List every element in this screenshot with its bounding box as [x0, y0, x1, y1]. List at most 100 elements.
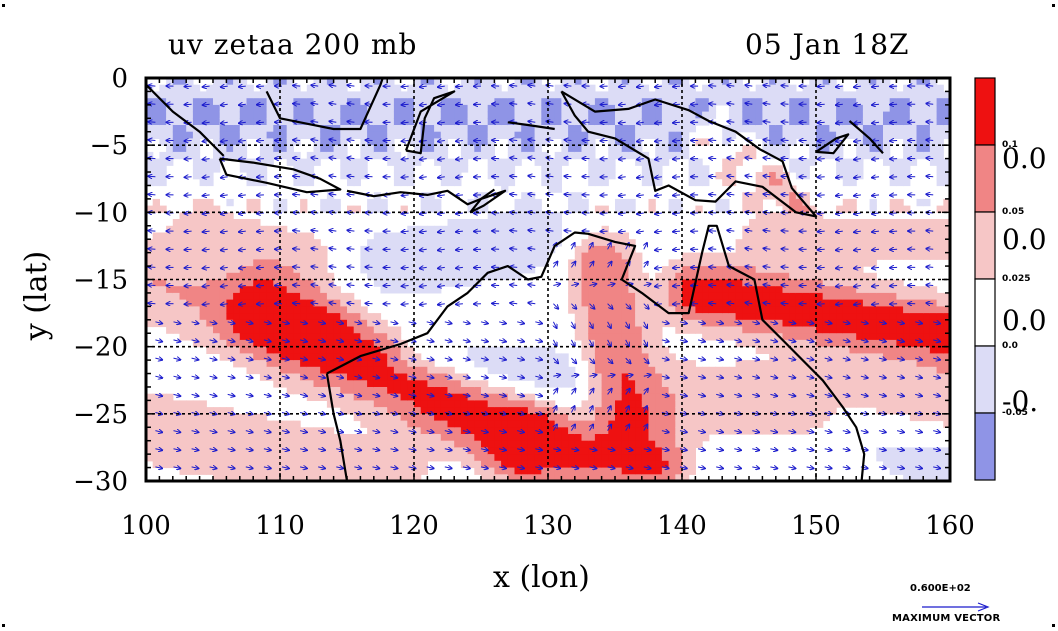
field-cell — [407, 259, 415, 267]
field-cell — [266, 138, 274, 146]
field-cell — [628, 454, 636, 462]
field-cell — [568, 78, 576, 86]
field-cell — [507, 131, 516, 139]
field-cell — [728, 104, 737, 113]
field-cell — [474, 393, 482, 401]
field-cell — [789, 252, 797, 260]
field-cell — [192, 84, 201, 92]
field-cell — [487, 360, 495, 368]
field-cell — [179, 266, 187, 274]
field-cell — [333, 387, 341, 395]
field-cell — [889, 91, 897, 99]
field-cell — [889, 454, 897, 462]
field-cell — [769, 225, 777, 234]
field-cell — [775, 111, 784, 119]
field-cell — [628, 460, 636, 469]
field-cell — [628, 427, 636, 435]
field-cell — [789, 313, 797, 321]
field-cell — [661, 460, 670, 469]
field-cell — [179, 460, 187, 469]
field-cell — [440, 366, 449, 375]
field-cell — [360, 380, 368, 388]
field-cell — [749, 319, 757, 328]
field-cell — [320, 205, 328, 213]
field-cell — [300, 111, 308, 119]
field-cell — [594, 313, 603, 321]
field-cell — [903, 319, 911, 328]
field-cell — [635, 467, 643, 475]
field-cell — [876, 346, 884, 354]
field-cell — [447, 172, 455, 180]
field-cell — [628, 319, 636, 328]
field-cell — [916, 286, 924, 294]
field-cell — [259, 353, 268, 361]
field-cell — [393, 91, 402, 99]
field-cell — [266, 467, 274, 475]
field-cell — [521, 440, 529, 448]
field-cell — [862, 299, 871, 307]
field-cell — [635, 440, 643, 448]
field-cell — [474, 387, 482, 395]
field-cell — [400, 286, 408, 294]
field-cell — [896, 380, 904, 388]
field-cell — [507, 98, 516, 106]
field-cell — [816, 104, 824, 113]
field-cell — [414, 286, 422, 294]
field-cell — [594, 205, 603, 213]
field-cell — [534, 239, 542, 247]
field-cell — [923, 252, 931, 260]
field-cell — [802, 131, 810, 139]
field-cell — [621, 151, 629, 160]
field-cell — [179, 104, 187, 113]
field-cell — [682, 326, 690, 334]
field-cell — [286, 245, 294, 254]
field-cell — [755, 400, 763, 408]
field-cell — [916, 313, 924, 321]
field-cell — [661, 387, 670, 395]
field-cell — [856, 366, 864, 375]
field-cell — [514, 91, 522, 99]
field-cell — [367, 393, 375, 401]
field-cell — [548, 158, 556, 166]
field-cell — [353, 387, 361, 395]
field-cell — [601, 245, 609, 254]
field-cell — [259, 467, 268, 475]
field-cell — [655, 413, 663, 422]
field-cell — [266, 131, 274, 139]
field-cell — [407, 407, 415, 415]
field-cell — [842, 111, 851, 119]
field-cell — [179, 326, 187, 334]
field-cell — [581, 78, 589, 86]
field-cell — [286, 366, 294, 375]
field-cell — [822, 84, 830, 92]
field-cell — [909, 400, 918, 408]
field-cell — [742, 387, 750, 395]
field-cell — [434, 145, 442, 153]
field-cell — [883, 239, 891, 247]
field-cell — [447, 266, 455, 274]
field-cell — [601, 454, 609, 462]
field-cell — [487, 225, 495, 234]
field-cell — [474, 440, 482, 448]
field-cell — [789, 266, 797, 274]
field-cell — [199, 434, 207, 442]
field-cell — [186, 286, 194, 294]
chart-time-label: 05 Jan 18Z — [745, 28, 910, 61]
field-cell — [333, 440, 341, 448]
field-cell — [400, 454, 408, 462]
field-cell — [253, 353, 261, 361]
field-cell — [226, 151, 234, 160]
field-cell — [836, 131, 844, 139]
field-cell — [474, 104, 482, 113]
field-cell — [360, 78, 368, 86]
field-cell — [387, 333, 395, 341]
field-cell — [816, 232, 824, 240]
field-cell — [722, 279, 730, 287]
field-cell — [420, 145, 428, 153]
field-cell — [440, 158, 449, 166]
field-cell — [253, 306, 261, 314]
field-cell — [675, 313, 683, 321]
field-cell — [407, 413, 415, 422]
field-cell — [588, 474, 596, 481]
field-cell — [608, 158, 616, 166]
